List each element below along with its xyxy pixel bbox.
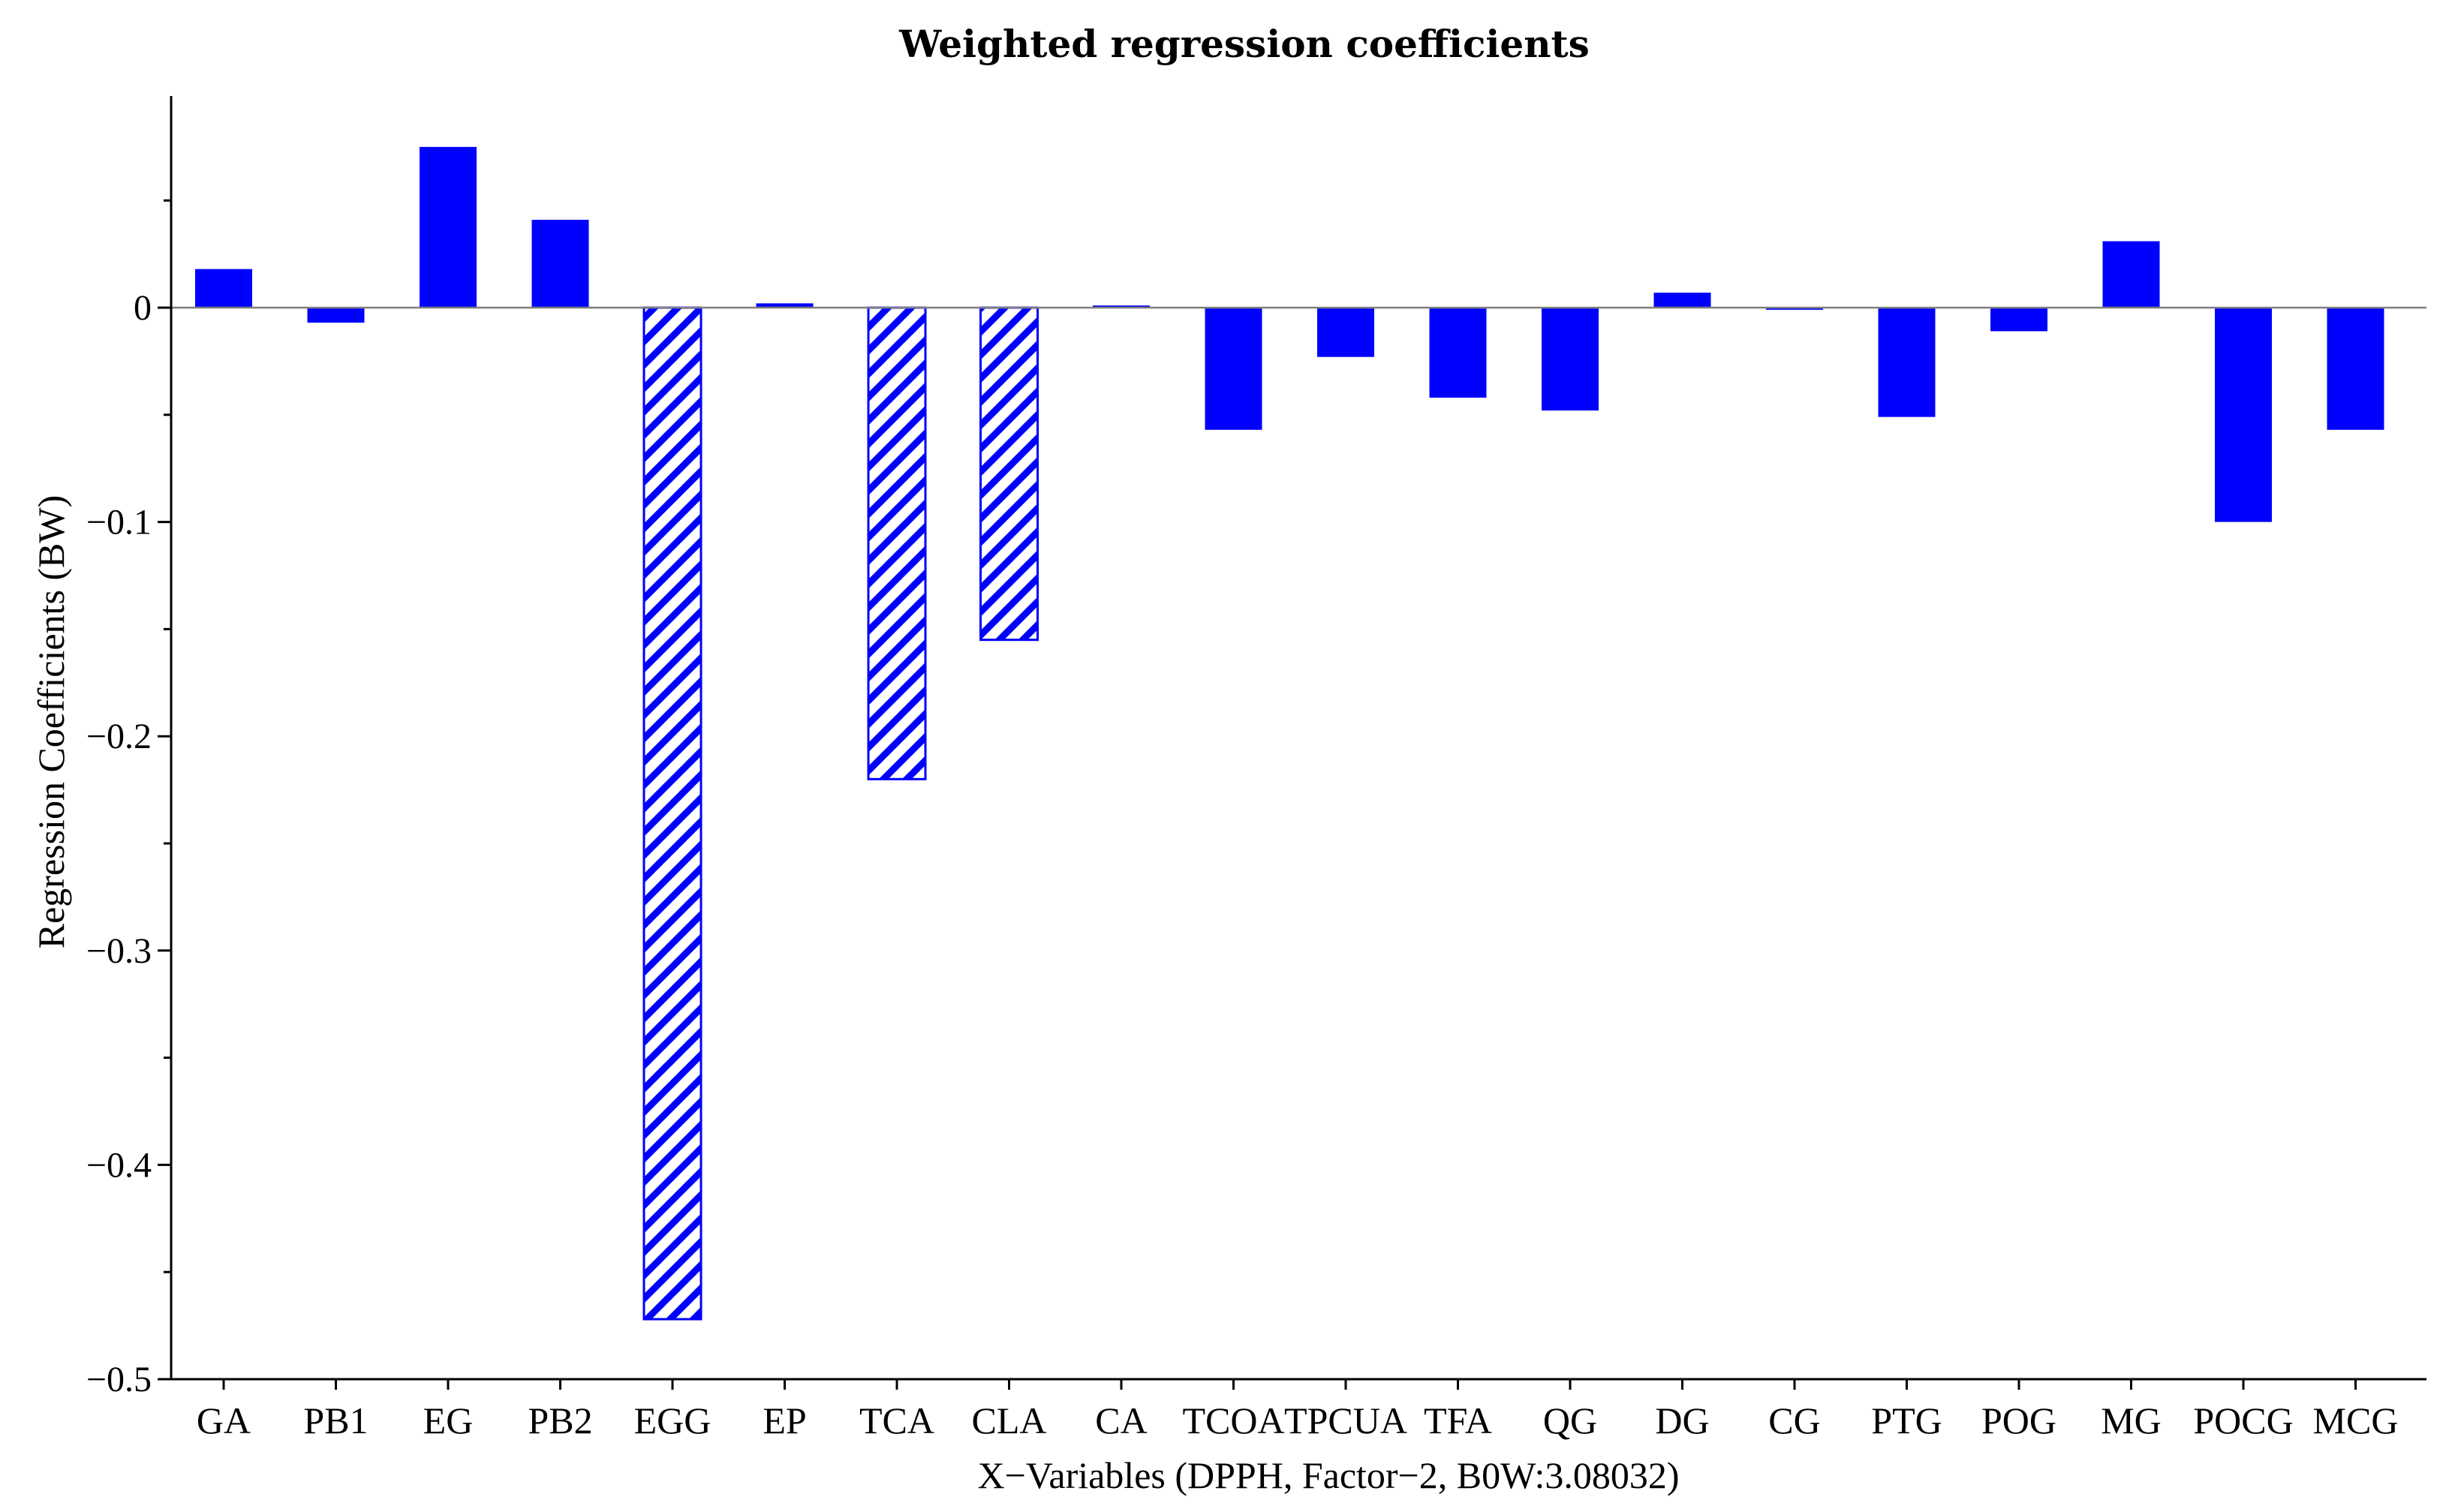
y-tick-label: −0.5 (86, 1360, 152, 1399)
x-tick-label-mg: MG (2101, 1399, 2162, 1441)
bar-eg (420, 146, 477, 308)
x-tick-label-ep: EP (763, 1399, 806, 1441)
y-tick-label: −0.1 (86, 503, 152, 543)
x-tick-label-tcoa: TCOA (1182, 1399, 1284, 1441)
y-axis-label: Regression Coefficients (BW) (30, 495, 72, 949)
y-tick-label: −0.3 (86, 931, 152, 971)
x-tick-label-tfa: TFA (1424, 1399, 1492, 1441)
bar-tcoa (1205, 308, 1262, 430)
x-tick-label-pog: POG (1981, 1399, 2056, 1441)
x-tick-label-eg: EG (423, 1399, 474, 1441)
bars-group (195, 146, 2384, 1321)
x-tick-label-dg: DG (1655, 1399, 1709, 1441)
bar-cg (1766, 308, 1823, 310)
bar-tfa (1429, 308, 1487, 398)
x-tick-label-mcg: MCG (2313, 1399, 2399, 1441)
y-ticks-group: 0 −0.1 −0.2 −0.3 −0.4 −0.5 (86, 199, 171, 1399)
y-tick-label: 0 (134, 288, 152, 328)
x-tick-label-pb1: PB1 (303, 1399, 368, 1441)
x-tick-label-cg: CG (1768, 1399, 1820, 1441)
bar-ca (1093, 305, 1150, 308)
bar-pog (1990, 308, 2047, 332)
bar-pb2 (531, 219, 589, 308)
x-tick-label-pb2: PB2 (528, 1399, 592, 1441)
bar-dg (1653, 293, 1711, 308)
x-tick-label-pocg: POCG (2193, 1399, 2293, 1441)
y-tick-label: −0.2 (86, 717, 152, 756)
y-tick-label: −0.4 (86, 1145, 152, 1185)
bar-ep (756, 303, 814, 308)
x-tick-label-cla: CLA (972, 1399, 1047, 1441)
x-axis-label: X−Variables (DPPH, Factor−2, B0W:3.08032… (978, 1454, 1680, 1496)
bar-ptg (1878, 308, 1936, 417)
x-tick-label-ptg: PTG (1871, 1399, 1942, 1441)
bar-mg (2102, 241, 2160, 308)
bar-pocg (2215, 308, 2272, 522)
x-tick-label-tca: TCA (859, 1399, 934, 1441)
x-tick-label-ga: GA (197, 1399, 251, 1441)
bar-cla (979, 306, 1039, 642)
x-tick-label-tpcua: TPCUA (1284, 1399, 1407, 1441)
bar-mcg (2327, 308, 2384, 430)
x-tick-label-ca: CA (1095, 1399, 1147, 1441)
x-tick-label-egg: EGG (634, 1399, 712, 1441)
x-ticks-group: GA PB1 EG PB2 EGG EP TCA CLA CA TCOA TPCUA TFA QG DG C… (197, 1379, 2399, 1441)
x-tick-label-qg: QG (1543, 1399, 1597, 1441)
bar-tca (867, 306, 927, 780)
bar-qg (1542, 308, 1599, 411)
chart-title: Weighted regression coefficients (898, 22, 1590, 66)
bar-ga (195, 269, 252, 308)
bar-tpcua (1317, 308, 1374, 357)
bar-pb1 (307, 308, 365, 323)
bar-egg (642, 306, 703, 1321)
